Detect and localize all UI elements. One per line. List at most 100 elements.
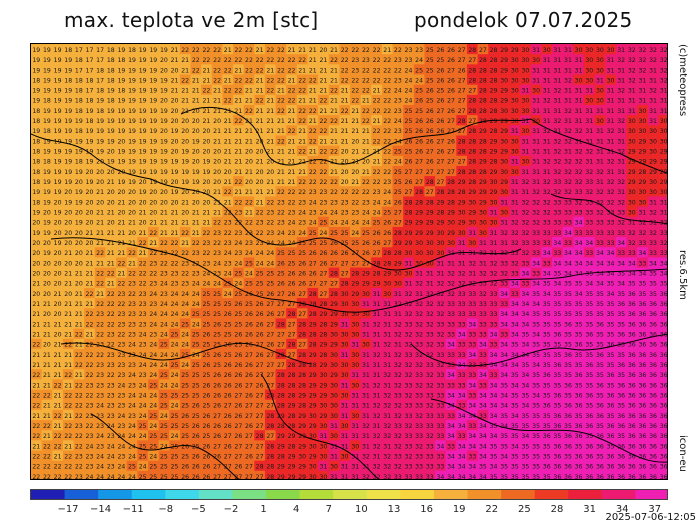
grid-cell [158, 216, 170, 228]
grid-cell [318, 145, 330, 157]
grid-cell [435, 104, 447, 116]
grid-cell [179, 54, 192, 65]
grid-cell [403, 155, 415, 167]
grid-cell-value: 26 [192, 433, 200, 440]
grid-cell-value: 22 [32, 433, 40, 440]
grid-cell-value: 24 [181, 301, 189, 308]
grid-cell [445, 54, 457, 65]
grid-cell [275, 74, 287, 86]
grid-cell [211, 196, 223, 208]
grid-cell [126, 74, 138, 86]
grid-cell-value: 22 [266, 220, 274, 227]
grid-cell-value: 21 [298, 169, 306, 176]
grid-cell-value: 34 [500, 362, 508, 369]
grid-cell-value: 26 [266, 342, 274, 349]
grid-cell-value: 22 [277, 138, 285, 145]
grid-cell-value: 23 [373, 189, 381, 196]
grid-cell-value: 21 [330, 138, 338, 145]
grid-cell-value: 31 [362, 372, 370, 379]
grid-cell [126, 196, 138, 208]
grid-cell-value: 26 [224, 362, 232, 369]
grid-cell-value: 32 [617, 88, 625, 95]
temperature-map[interactable]: 19 19 19 18 17 17 17 18 19 18 19 19 19 21 22 22 22 22 21 22… [30, 43, 668, 480]
grid-cell-value: 36 [553, 413, 561, 420]
grid-cell [360, 84, 372, 96]
grid-cell-value: 33 [532, 271, 540, 278]
grid-cell-value: 36 [628, 311, 636, 318]
grid-cell-value: 19 [54, 77, 62, 84]
grid-cell-value: 25 [224, 352, 232, 359]
grid-cell-value: 29 [479, 179, 487, 186]
grid-cell [403, 54, 415, 65]
grid-cell-value: 31 [341, 443, 349, 450]
grid-cell-value: 21 [362, 169, 370, 176]
grid-cell-value: 30 [628, 118, 636, 125]
grid-cell-value: 32 [543, 189, 551, 196]
grid-cell-value: 27 [458, 128, 466, 135]
grid-cell-value: 35 [553, 271, 561, 278]
grid-cell-value: 24 [171, 352, 179, 359]
grid-cell-value: 25 [309, 230, 317, 237]
grid-cell [190, 186, 202, 198]
grid-cell-value: 35 [543, 342, 551, 349]
grid-cell-value: 22 [330, 57, 338, 64]
grid-cell-value: 36 [585, 443, 593, 450]
grid-cell-value: 25 [245, 281, 253, 288]
grid-cell-value: 19 [128, 138, 136, 145]
grid-cell-value: 27 [436, 108, 444, 115]
grid-cell-value: 22 [341, 67, 349, 74]
grid-cell-value: 20 [64, 210, 72, 217]
grid-cell-value: 26 [213, 352, 221, 359]
grid-cell-value: 22 [213, 67, 221, 74]
grid-cell-value: 18 [64, 47, 72, 54]
grid-cell-value: 19 [117, 149, 125, 156]
grid-cell-value: 25 [426, 77, 434, 84]
grid-cell-value: 24 [298, 210, 306, 217]
grid-cell [41, 54, 53, 65]
grid-cell [62, 155, 75, 167]
grid-cell-value: 21 [256, 189, 264, 196]
grid-cell-value: 21 [288, 118, 296, 125]
grid-cell [169, 196, 181, 208]
grid-cell-value: 31 [373, 372, 381, 379]
grid-cell-value: 31 [564, 47, 572, 54]
grid-cell [626, 74, 638, 86]
grid-cell [562, 54, 574, 65]
grid-cell [233, 104, 245, 116]
grid-cell-value: 31 [564, 149, 572, 156]
grid-cell [318, 74, 330, 86]
grid-cell-value: 31 [532, 169, 540, 176]
grid-cell-value: 19 [149, 88, 157, 95]
grid-cell-value: 30 [649, 179, 657, 186]
grid-cell-value: 33 [479, 301, 487, 308]
grid-cell [158, 135, 170, 147]
grid-cell-value: 19 [96, 98, 104, 105]
grid-cell-value: 26 [447, 77, 455, 84]
grid-cell-value: 35 [575, 321, 583, 328]
grid-cell [456, 206, 468, 218]
grid-cell [392, 115, 404, 126]
grid-cell [84, 44, 96, 55]
grid-cell [158, 104, 170, 116]
grid-cell-value: 22 [319, 118, 327, 125]
grid-cell-value: 34 [490, 392, 498, 399]
grid-cell-value: 22 [43, 423, 51, 430]
grid-cell-value: 28 [490, 108, 498, 115]
grid-cell [520, 196, 532, 208]
grid-cell-value: 21 [171, 210, 179, 217]
grid-cell-value: 23 [192, 250, 200, 257]
grid-cell [179, 206, 192, 218]
grid-cell [243, 176, 255, 187]
grid-cell-value: 18 [107, 47, 115, 54]
grid-cell-value: 24 [128, 433, 136, 440]
grid-cell-value: 19 [117, 179, 125, 186]
grid-cell-value: 20 [171, 199, 179, 206]
grid-cell [126, 104, 138, 116]
grid-cell [31, 84, 43, 96]
grid-cell-value: 25 [436, 57, 444, 64]
grid-cell [275, 64, 287, 76]
grid-cell [413, 196, 426, 208]
grid-cell-value: 28 [468, 179, 476, 186]
grid-cell-value: 32 [543, 179, 551, 186]
grid-cell [179, 64, 192, 76]
